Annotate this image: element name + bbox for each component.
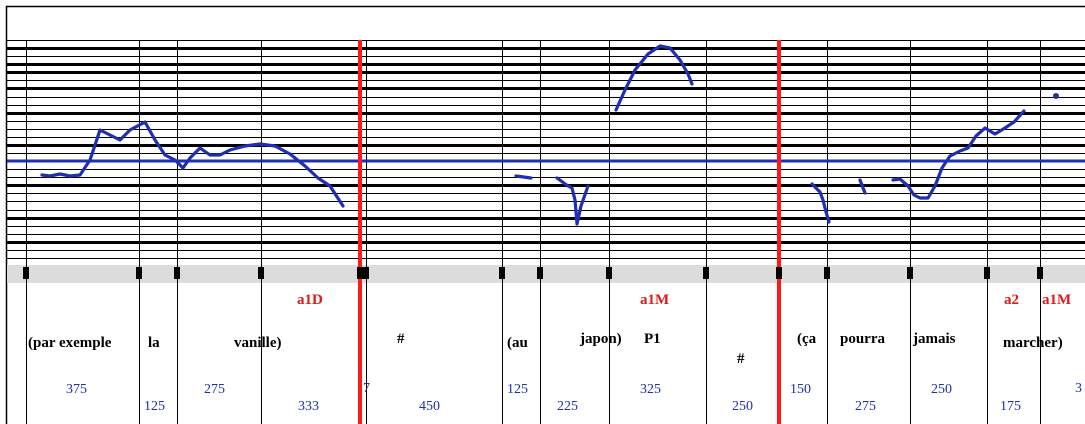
boundary-tick — [703, 267, 709, 279]
segment-word: P1 — [644, 331, 661, 347]
boundary-tick — [258, 267, 264, 279]
segment-duration: 125 — [507, 382, 528, 397]
segment-duration: 450 — [419, 399, 440, 414]
segment-word: jamais — [912, 331, 956, 347]
segment-duration: 250 — [931, 382, 952, 397]
segment-word: pourra — [840, 331, 886, 347]
segment-word: marcher) — [1003, 335, 1063, 351]
segment-word: la — [148, 335, 160, 351]
segment-duration: 325 — [640, 382, 661, 397]
segment-duration: 3 — [1075, 381, 1082, 396]
segment-duration: 275 — [204, 382, 225, 397]
segment-duration: 250 — [732, 399, 753, 414]
pitch-contour — [891, 109, 1026, 200]
segment-word: # — [397, 331, 405, 347]
segment-duration: 375 — [66, 382, 87, 397]
tick-strip — [7, 265, 1085, 283]
major-boundaries — [358, 40, 781, 424]
pitch-contour — [858, 178, 867, 195]
pitch-contour — [614, 44, 694, 112]
pitch-point — [1053, 93, 1059, 99]
diagram-frame — [5, 5, 1085, 424]
segment-duration: 175 — [1000, 399, 1021, 414]
boundary-tick — [824, 267, 830, 279]
boundary-tick — [357, 267, 363, 279]
staff-lines — [7, 40, 1085, 259]
boundary-tick — [606, 267, 612, 279]
boundary-tick — [363, 267, 369, 279]
boundary-tick — [174, 267, 180, 279]
tone-label: a2 — [1004, 292, 1019, 308]
boundary-tick — [23, 267, 29, 279]
boundary-tick — [1037, 267, 1043, 279]
segment-duration: 225 — [557, 399, 578, 414]
segment-word: vanille) — [234, 335, 282, 351]
segment-duration: 333 — [298, 399, 319, 414]
boundary-tick — [136, 267, 142, 279]
segment-duration: 150 — [790, 382, 811, 397]
pitch-contour — [555, 176, 590, 226]
boundary-tick — [537, 267, 543, 279]
segment-word: (ça — [797, 331, 817, 347]
boundary-tick — [907, 267, 913, 279]
segment-boundaries — [26, 40, 1041, 424]
segment-duration: 275 — [855, 399, 876, 414]
tone-label: a1M — [1042, 292, 1071, 308]
segment-word: (au — [507, 335, 528, 351]
boundary-ticks — [23, 267, 1043, 279]
boundary-tick — [776, 267, 782, 279]
pitch-contour — [810, 182, 831, 224]
pitch-contour — [514, 174, 533, 180]
tone-label: a1D — [297, 292, 323, 308]
segment-word: (par exemple — [28, 335, 112, 351]
segment-duration: 7 — [363, 381, 370, 396]
segment-word: japon) — [579, 331, 622, 347]
pitch-contours — [40, 44, 1059, 226]
pitch-contour — [40, 120, 345, 208]
boundary-tick — [499, 267, 505, 279]
tone-label: a1M — [640, 292, 669, 308]
boundary-tick — [984, 267, 990, 279]
segment-word: # — [737, 351, 745, 367]
segment-duration: 125 — [144, 399, 165, 414]
